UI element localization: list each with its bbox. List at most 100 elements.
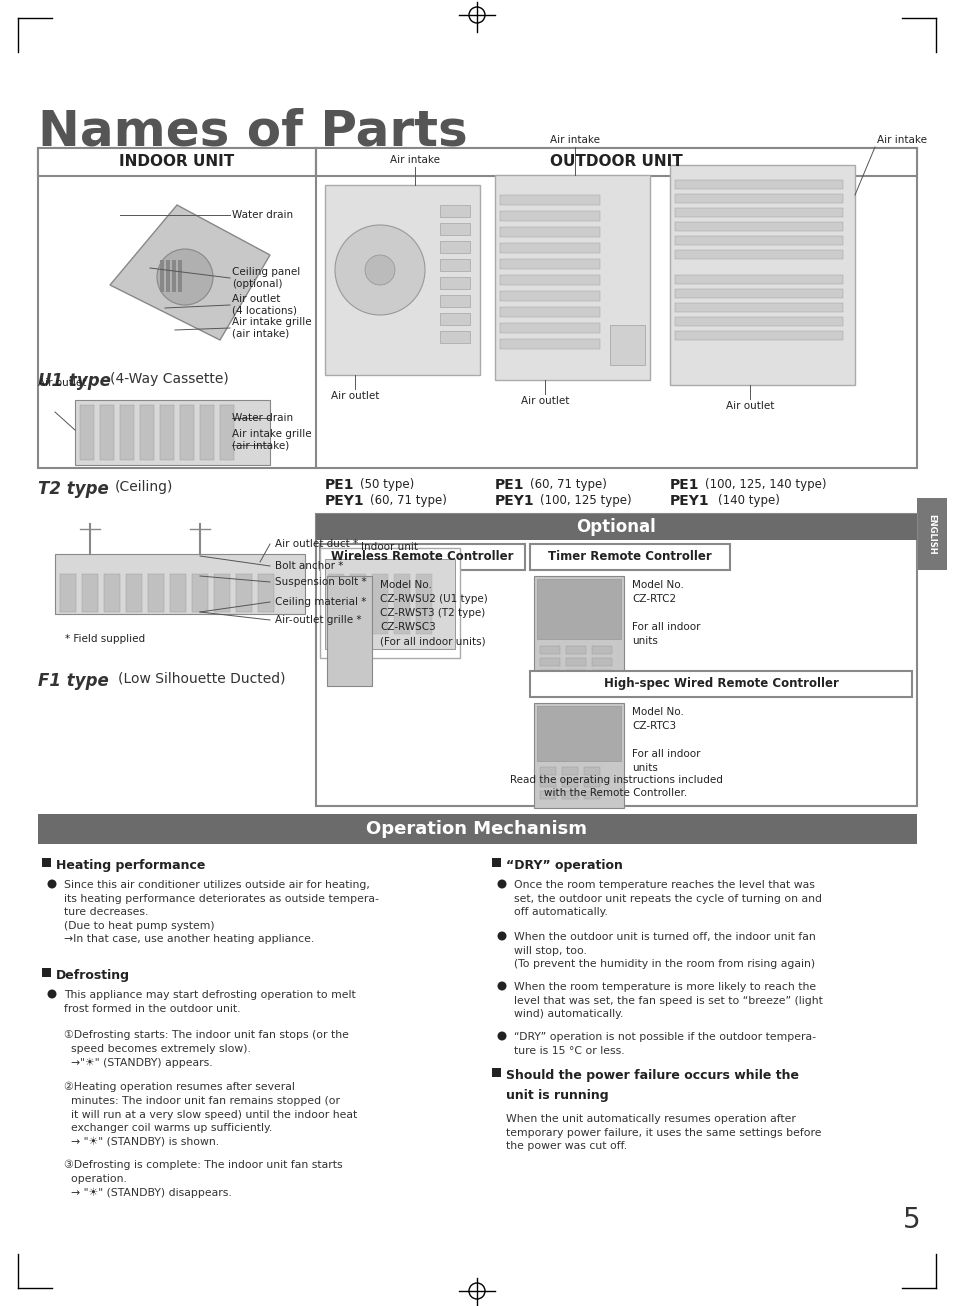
Bar: [319, 545, 524, 569]
Text: INDOOR UNIT: INDOOR UNIT: [119, 154, 234, 170]
Bar: [495, 175, 649, 380]
Text: Wireless Remote Controller: Wireless Remote Controller: [331, 551, 513, 563]
Text: Air-outlet grille *: Air-outlet grille *: [274, 615, 361, 626]
Bar: [565, 646, 585, 654]
Bar: [499, 323, 599, 333]
Bar: [200, 405, 213, 460]
Bar: [331, 666, 368, 673]
Bar: [675, 289, 842, 298]
Bar: [328, 575, 344, 633]
Bar: [75, 400, 270, 465]
Bar: [530, 545, 729, 569]
Bar: [539, 778, 556, 788]
Bar: [160, 405, 173, 460]
Bar: [192, 575, 208, 613]
Text: Air outlet: Air outlet: [38, 377, 87, 388]
Circle shape: [497, 1032, 506, 1041]
Circle shape: [48, 879, 56, 888]
Bar: [120, 405, 133, 460]
Bar: [330, 579, 369, 629]
Bar: [583, 791, 599, 799]
Bar: [170, 575, 186, 613]
Text: (100, 125, 140 type): (100, 125, 140 type): [704, 478, 825, 491]
Text: Should the power failure occurs while the: Should the power failure occurs while th…: [505, 1070, 799, 1083]
Bar: [325, 185, 479, 375]
Text: Water drain: Water drain: [232, 413, 293, 423]
Bar: [325, 559, 455, 649]
Bar: [565, 670, 585, 678]
Text: ENGLISH: ENGLISH: [926, 513, 936, 554]
Text: Air intake: Air intake: [390, 155, 439, 165]
Bar: [55, 554, 305, 614]
Bar: [394, 575, 410, 633]
Text: Since this air conditioner utilizes outside air for heating,
its heating perform: Since this air conditioner utilizes outs…: [64, 880, 378, 944]
Text: Air outlet: Air outlet: [520, 396, 569, 406]
Bar: [331, 646, 368, 652]
Bar: [499, 227, 599, 236]
Bar: [350, 575, 366, 633]
Text: Operation Mechanism: Operation Mechanism: [366, 820, 587, 838]
Text: Air outlet duct *: Air outlet duct *: [274, 539, 357, 549]
Text: PEY1: PEY1: [325, 494, 364, 508]
Bar: [565, 658, 585, 666]
Text: * Field supplied: * Field supplied: [65, 633, 145, 644]
Bar: [675, 249, 842, 259]
Text: Names of Parts: Names of Parts: [38, 108, 467, 155]
Text: Indoor unit: Indoor unit: [361, 542, 418, 552]
Bar: [38, 814, 916, 844]
Bar: [439, 205, 470, 217]
Bar: [675, 303, 842, 312]
Text: Heating performance: Heating performance: [56, 859, 205, 872]
Bar: [539, 658, 559, 666]
Bar: [499, 307, 599, 317]
Circle shape: [497, 982, 506, 990]
Text: (60, 71 type): (60, 71 type): [370, 494, 446, 507]
Text: Air intake: Air intake: [550, 135, 599, 145]
Text: ①Defrosting starts: The indoor unit fan stops (or the
  speed becomes extremely : ①Defrosting starts: The indoor unit fan …: [64, 1030, 349, 1067]
Bar: [539, 646, 559, 654]
Bar: [38, 148, 315, 176]
Bar: [331, 636, 368, 643]
Bar: [499, 259, 599, 269]
Bar: [916, 498, 946, 569]
Bar: [319, 549, 459, 658]
Text: (50 type): (50 type): [359, 478, 414, 491]
Text: Read the operating instructions included
with the Remote Controller.: Read the operating instructions included…: [509, 774, 721, 798]
Bar: [439, 313, 470, 325]
Text: When the room temperature is more likely to reach the
level that was set, the fa: When the room temperature is more likely…: [514, 982, 822, 1019]
Bar: [80, 405, 94, 460]
Bar: [530, 671, 911, 697]
Text: Defrosting: Defrosting: [56, 969, 130, 982]
Text: 5: 5: [902, 1205, 920, 1234]
Bar: [180, 405, 193, 460]
Bar: [38, 148, 916, 158]
Circle shape: [497, 931, 506, 940]
Text: Model No.
CZ-RTC2

For all indoor
units: Model No. CZ-RTC2 For all indoor units: [631, 580, 700, 646]
Bar: [561, 791, 578, 799]
Bar: [537, 707, 620, 761]
Bar: [592, 670, 612, 678]
Text: PEY1: PEY1: [495, 494, 534, 508]
Bar: [561, 778, 578, 788]
Text: Air outlet
(4 locations): Air outlet (4 locations): [232, 294, 296, 316]
Text: Air intake grille
(air intake): Air intake grille (air intake): [232, 317, 312, 338]
Bar: [675, 236, 842, 246]
Text: ③Defrosting is complete: The indoor unit fan starts
  operation.
  → "☀" (STANDB: ③Defrosting is complete: The indoor unit…: [64, 1160, 342, 1198]
Bar: [583, 778, 599, 788]
Text: Air intake: Air intake: [876, 135, 926, 145]
Bar: [439, 330, 470, 343]
Bar: [539, 670, 559, 678]
Bar: [372, 575, 388, 633]
Bar: [499, 243, 599, 253]
Bar: [148, 575, 164, 613]
Text: unit is running: unit is running: [505, 1089, 608, 1102]
Bar: [675, 195, 842, 202]
Text: Optional: Optional: [576, 518, 655, 535]
Bar: [675, 180, 842, 189]
Text: “DRY” operation is not possible if the outdoor tempera-
ture is 15 °C or less.: “DRY” operation is not possible if the o…: [514, 1032, 815, 1055]
Text: ②Heating operation resumes after several
  minutes: The indoor unit fan remains : ②Heating operation resumes after several…: [64, 1081, 356, 1147]
Text: Bolt anchor *: Bolt anchor *: [274, 562, 343, 571]
Text: (4-Way Cassette): (4-Way Cassette): [110, 372, 229, 387]
Bar: [315, 515, 916, 806]
Text: Air outlet: Air outlet: [331, 390, 378, 401]
